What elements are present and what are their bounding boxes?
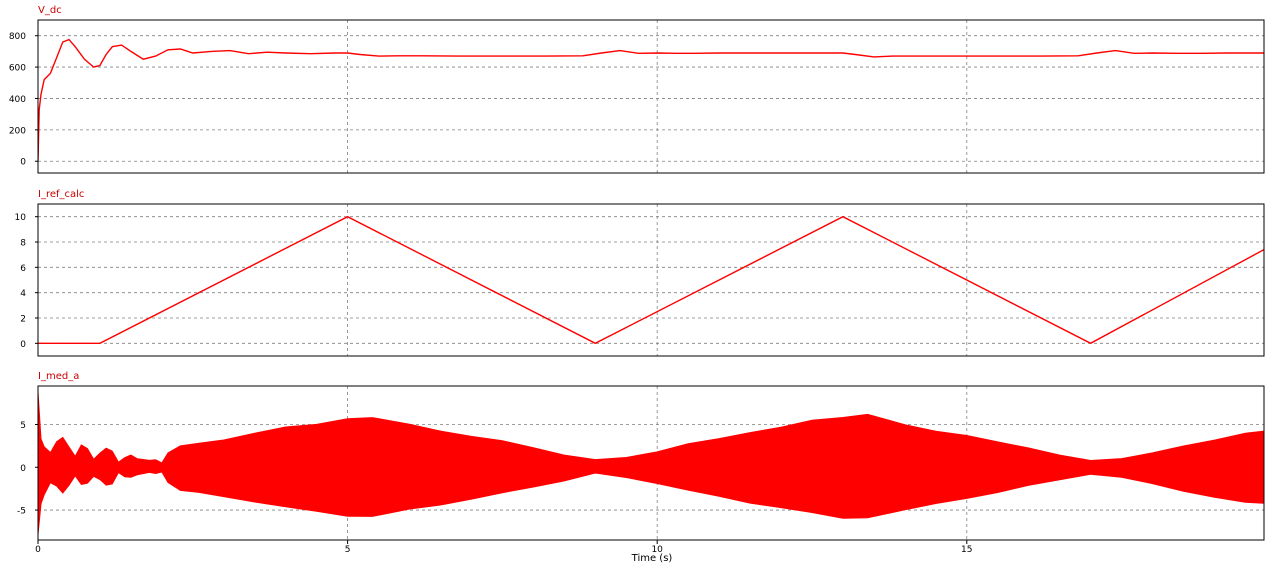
series-line: [38, 215, 1264, 345]
plot-frame: [37, 19, 1265, 174]
panel-2: I_ref_calc 0 2 4 6 8 10: [15, 189, 1265, 357]
plot-frame: [37, 385, 1265, 541]
series-envelope: [38, 390, 1264, 536]
panel-1: V_dc 0 200 400 600 800: [9, 5, 1265, 174]
y-tick-label: 800: [9, 32, 26, 42]
y-tick-label: 5: [20, 421, 26, 431]
y-tick-label: 200: [9, 126, 26, 136]
y-tick-label: 6: [20, 264, 26, 274]
y-tick-label: 400: [9, 95, 26, 105]
panel-title: I_ref_calc: [38, 189, 84, 200]
y-tick-label: 4: [20, 289, 26, 299]
y-tick-label: -5: [17, 507, 26, 517]
panel-title: V_dc: [38, 5, 62, 16]
y-tick-label: 2: [20, 315, 26, 325]
y-tick-label: 0: [20, 158, 26, 168]
y-tick-label: 8: [20, 239, 26, 249]
plot-frame: [37, 203, 1265, 357]
y-tick-label: 600: [9, 64, 26, 74]
x-tick-label: 15: [961, 545, 972, 555]
y-tick-label: 0: [20, 464, 26, 474]
panel-title: I_med_a: [38, 371, 79, 382]
panel-3: I_med_a -5 0 5: [17, 371, 1265, 541]
y-tick-label: 10: [15, 213, 27, 223]
x-tick-label: 5: [345, 545, 351, 555]
plot-panels: V_dc 0 200 400 600 800 I_ref_calc 0 2 4 6 8 10 I_med_…: [9, 5, 1265, 555]
y-tick-label: 0: [20, 340, 26, 350]
x-tick-label: 10: [651, 545, 663, 555]
x-tick-label: 0: [35, 545, 41, 555]
x-axis-label: Time (s): [631, 553, 673, 564]
series-line: [38, 38, 1264, 162]
